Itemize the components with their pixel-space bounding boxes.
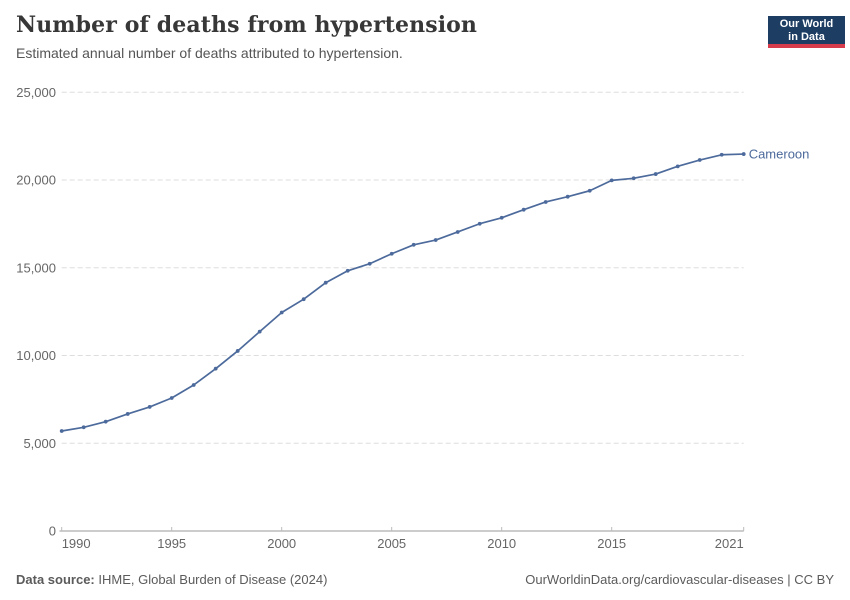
series-line [61, 153, 744, 432]
data-point [719, 152, 724, 157]
owid-logo-line2: in Data [788, 30, 825, 43]
owid-logo-line1: Our World [779, 18, 834, 30]
x-axis-tick-label: 2005 [377, 536, 406, 550]
data-point [631, 176, 636, 181]
data-point [323, 280, 328, 285]
data-point [301, 297, 306, 302]
data-point [81, 425, 86, 430]
data-point [279, 310, 284, 315]
x-axis-tick-label: 1995 [157, 536, 186, 550]
data-point [499, 215, 504, 220]
owid-logo[interactable]: Our World in Data [768, 16, 845, 48]
x-axis-tick-label: 2015 [597, 536, 626, 550]
y-axis-tick-label: 0 [49, 524, 56, 539]
data-point [59, 429, 64, 433]
data-point [147, 405, 152, 409]
entity-label[interactable]: Cameroon [749, 147, 810, 162]
line-chart-canvas: 0 5,000 10,000 15,000 20,000 25,000 1990 1995 20… [16, 85, 810, 550]
data-point [697, 158, 702, 162]
data-source-label: Data source: [16, 572, 95, 587]
data-point [169, 396, 174, 400]
data-point [257, 329, 262, 334]
y-axis-tick-label: 10,000 [16, 348, 56, 363]
chart-header: Number of deaths from hypertension Estim… [16, 12, 756, 61]
data-point [521, 207, 526, 212]
data-point [675, 164, 680, 169]
chart-footer: Data source: IHME, Global Burden of Dise… [16, 572, 834, 587]
data-point [367, 261, 372, 266]
y-axis-tick-label: 15,000 [16, 260, 56, 275]
data-point [411, 242, 416, 247]
data-point [653, 172, 658, 176]
x-axis-tick-label: 2021 [715, 536, 744, 550]
owid-url-link[interactable]: OurWorldinData.org/cardiovascular-diseas… [525, 572, 834, 587]
data-point [741, 152, 746, 156]
x-axis-tick-label: 1990 [62, 536, 91, 550]
data-point [103, 419, 108, 424]
data-point [477, 221, 482, 226]
data-point [587, 188, 592, 193]
chart-subtitle: Estimated annual number of deaths attrib… [16, 45, 403, 61]
data-point [125, 412, 130, 416]
chart-title: Number of deaths from hypertension [16, 12, 478, 38]
data-point [235, 349, 240, 353]
data-source-text: IHME, Global Burden of Disease (2024) [94, 572, 328, 587]
y-axis-tick-label: 25,000 [16, 85, 56, 100]
data-point [345, 268, 350, 273]
data-point [609, 178, 614, 183]
data-point [455, 230, 460, 234]
data-point [565, 194, 570, 199]
y-axis-tick-label: 20,000 [16, 173, 56, 188]
data-point [433, 238, 438, 242]
y-axis-tick-label: 5,000 [23, 436, 56, 451]
data-point [213, 366, 218, 371]
data-point [191, 383, 196, 387]
data-point [389, 251, 394, 256]
x-axis-tick-label: 2010 [487, 536, 516, 550]
x-axis-tick-label: 2000 [267, 536, 296, 550]
data-source-note: Data source: IHME, Global Burden of Dise… [16, 572, 327, 587]
data-point [543, 200, 548, 204]
